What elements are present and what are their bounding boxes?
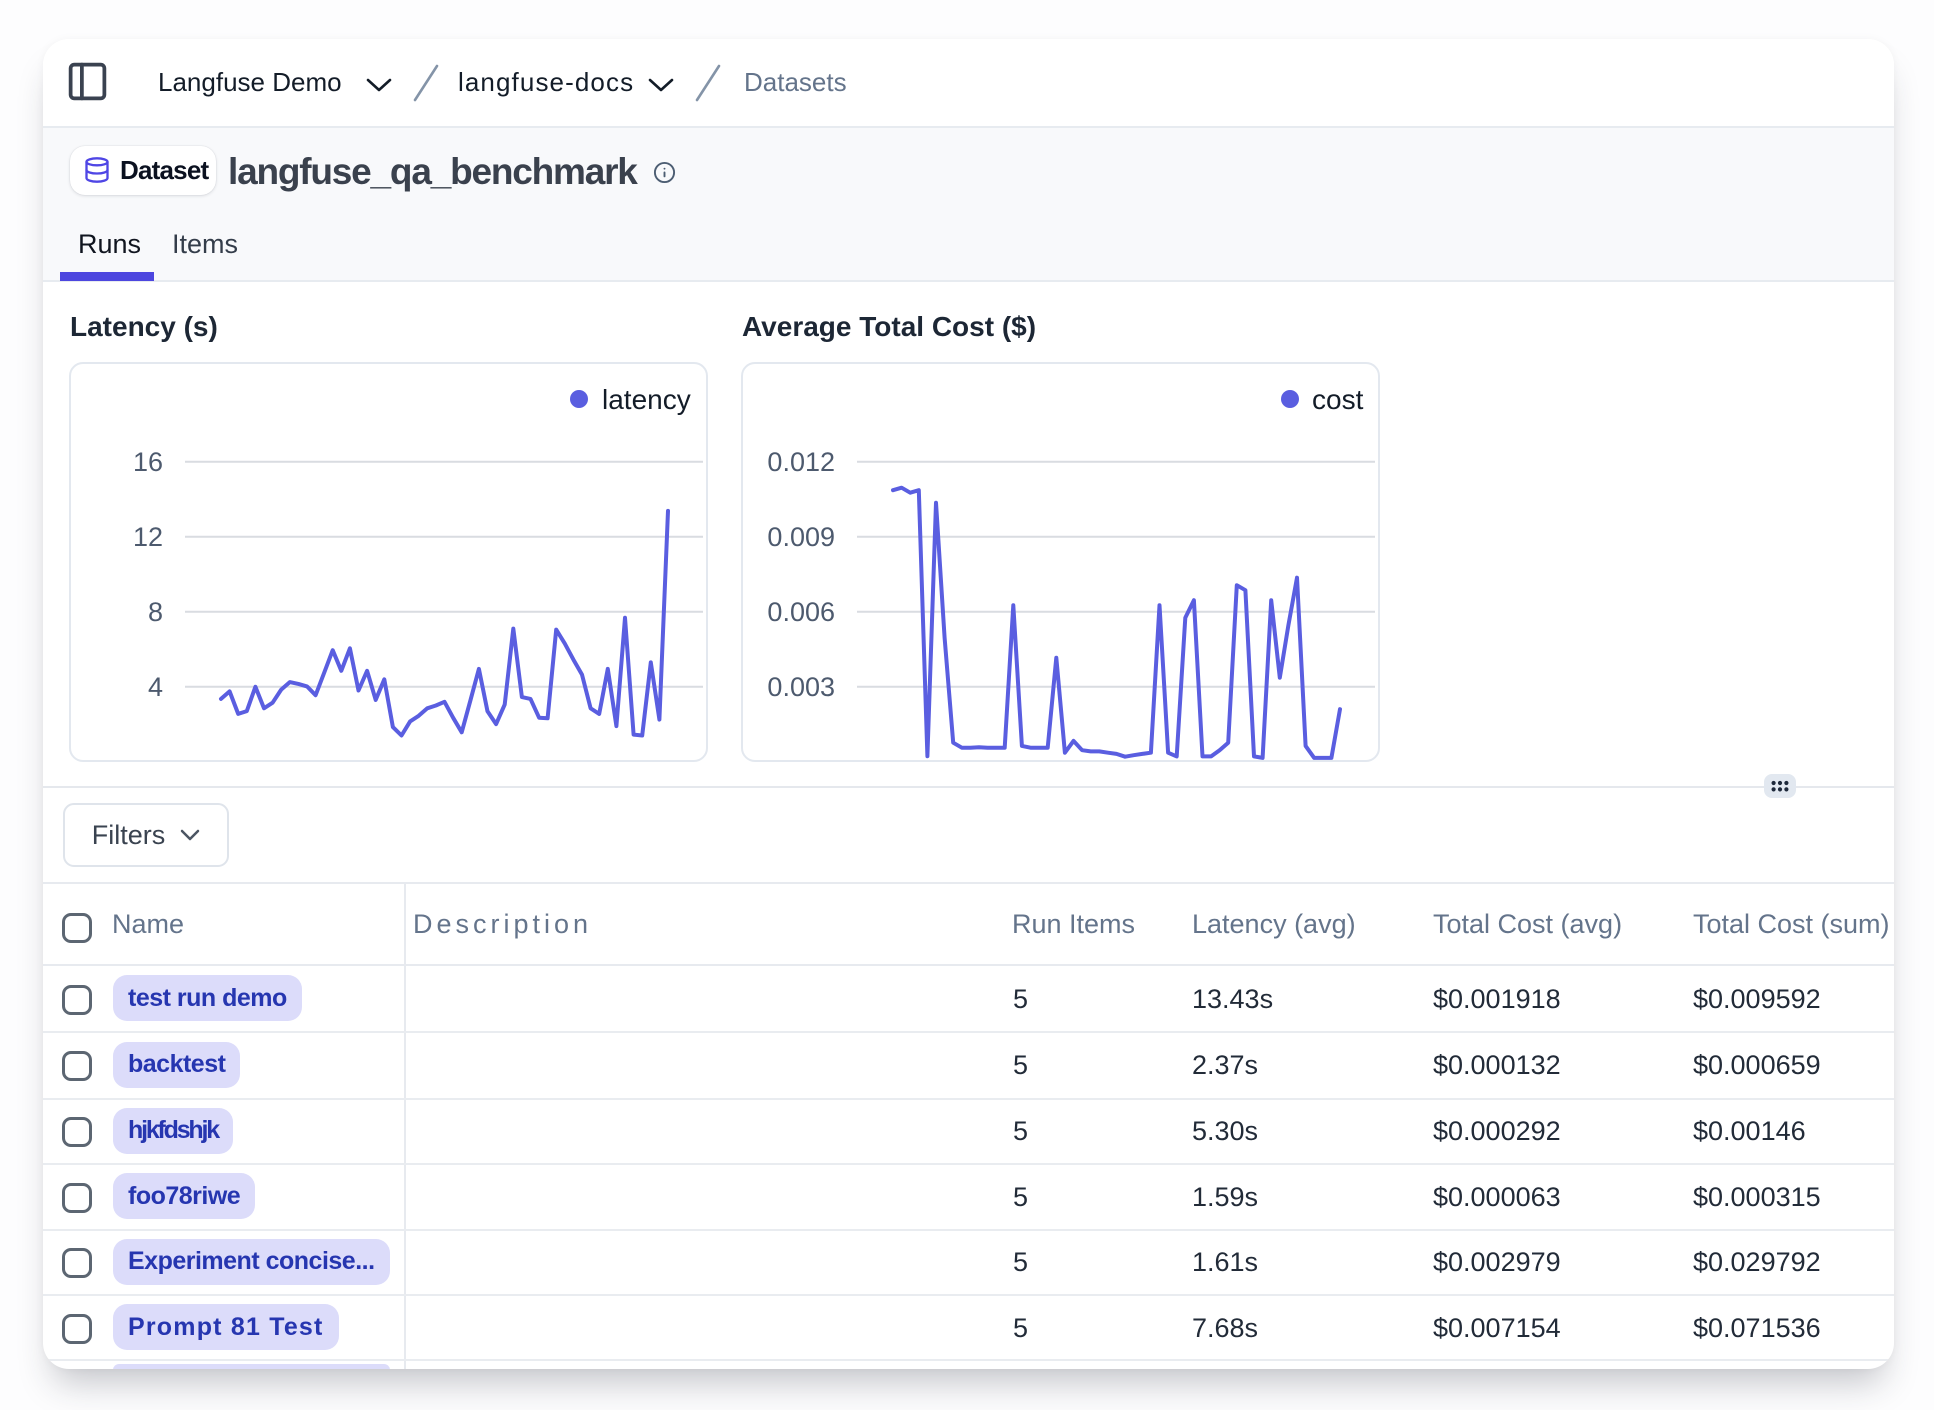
svg-text:0.003: 0.003: [767, 672, 835, 702]
svg-text:0.006: 0.006: [767, 597, 835, 627]
svg-text:cost: cost: [1312, 384, 1364, 415]
svg-text:12: 12: [133, 522, 163, 552]
svg-text:0.009: 0.009: [767, 522, 835, 552]
svg-text:latency: latency: [602, 384, 691, 415]
svg-text:16: 16: [133, 447, 163, 477]
svg-text:4: 4: [148, 672, 163, 702]
svg-text:8: 8: [148, 597, 163, 627]
svg-text:0.012: 0.012: [767, 447, 835, 477]
